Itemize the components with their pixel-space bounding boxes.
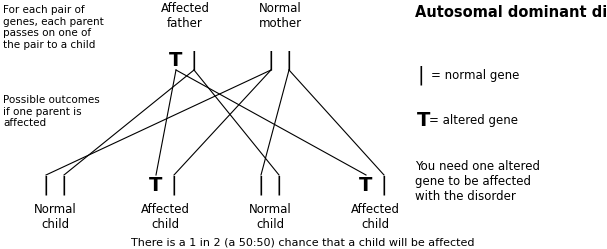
Text: T: T (169, 51, 183, 69)
Text: T: T (359, 176, 373, 194)
Text: |: | (61, 175, 67, 195)
Text: Possible outcomes
if one parent is
affected: Possible outcomes if one parent is affec… (3, 95, 100, 128)
Text: Affected
child: Affected child (350, 203, 399, 231)
Text: |: | (417, 65, 424, 85)
Text: Normal
child: Normal child (249, 203, 291, 231)
Text: |: | (268, 50, 274, 70)
Text: |: | (171, 175, 177, 195)
Text: Affected
father: Affected father (160, 2, 209, 30)
Text: You need one altered
gene to be affected
with the disorder: You need one altered gene to be affected… (415, 160, 540, 203)
Text: = altered gene: = altered gene (429, 114, 518, 126)
Text: Autosomal dominant disorder: Autosomal dominant disorder (415, 5, 607, 20)
Text: |: | (286, 50, 293, 70)
Text: There is a 1 in 2 (a 50:50) chance that a child will be affected: There is a 1 in 2 (a 50:50) chance that … (131, 237, 475, 247)
Text: Normal
mother: Normal mother (259, 2, 302, 30)
Text: Normal
child: Normal child (33, 203, 76, 231)
Text: For each pair of
genes, each parent
passes on one of
the pair to a child: For each pair of genes, each parent pass… (3, 5, 104, 50)
Text: T: T (417, 111, 430, 129)
Text: T: T (149, 176, 163, 194)
Text: |: | (42, 175, 49, 195)
Text: |: | (191, 50, 197, 70)
Text: |: | (381, 175, 387, 195)
Text: |: | (276, 175, 282, 195)
Text: = normal gene: = normal gene (431, 68, 520, 81)
Text: Affected
child: Affected child (140, 203, 189, 231)
Text: |: | (258, 175, 264, 195)
